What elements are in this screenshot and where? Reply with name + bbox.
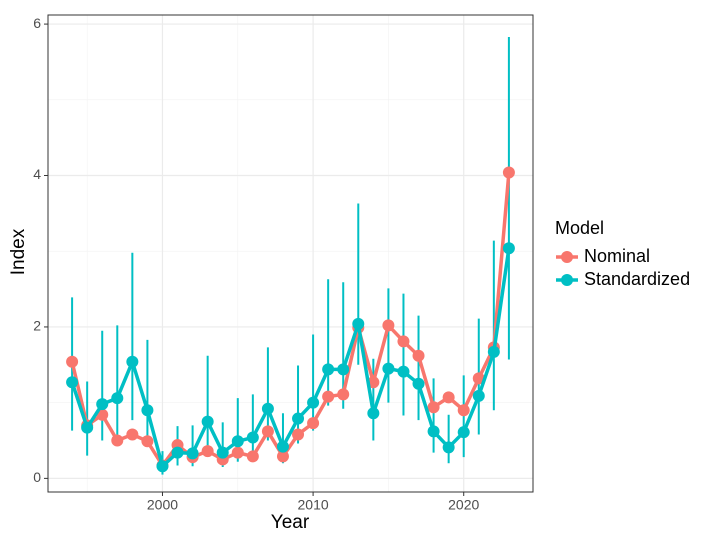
point: [472, 372, 485, 385]
legend-label: Nominal: [584, 246, 650, 266]
point: [397, 335, 410, 348]
point: [322, 390, 335, 403]
point: [412, 377, 425, 390]
point: [66, 376, 79, 389]
point: [216, 446, 229, 459]
x-tick-label: 2000: [147, 497, 178, 513]
legend-title: Model: [555, 218, 604, 238]
y-tick-label: 0: [33, 469, 41, 485]
point: [231, 435, 244, 448]
point: [276, 450, 289, 463]
legend-label: Standardized: [584, 269, 690, 289]
point: [502, 166, 515, 179]
point: [111, 392, 124, 405]
point: [111, 434, 124, 447]
point: [141, 435, 154, 448]
legend-point: [561, 274, 573, 286]
point: [502, 242, 515, 255]
point: [427, 401, 440, 414]
point: [307, 417, 320, 430]
x-tick-label: 2010: [298, 497, 329, 513]
y-tick-label: 2: [33, 318, 41, 334]
point: [201, 415, 214, 428]
point: [322, 363, 335, 376]
point: [457, 404, 470, 417]
point: [352, 317, 365, 330]
point: [457, 426, 470, 439]
point: [201, 445, 214, 458]
y-axis-title: Index: [8, 228, 29, 275]
point: [81, 421, 94, 434]
point: [231, 446, 244, 459]
point: [442, 391, 455, 404]
legend-point: [561, 251, 573, 263]
point: [292, 428, 305, 441]
point: [307, 396, 320, 409]
point: [246, 450, 259, 463]
point: [397, 365, 410, 378]
point: [261, 402, 274, 415]
point: [412, 349, 425, 362]
point: [337, 388, 350, 401]
point: [382, 319, 395, 332]
point: [96, 398, 109, 411]
point: [382, 362, 395, 375]
point: [472, 389, 485, 402]
point: [141, 404, 154, 417]
point: [276, 440, 289, 453]
point: [66, 355, 79, 368]
y-tick-label: 6: [33, 15, 41, 31]
point: [171, 446, 184, 459]
point: [126, 355, 139, 368]
point: [186, 447, 199, 460]
point: [246, 431, 259, 444]
plot-border: [47, 14, 534, 493]
x-axis-title: Year: [271, 512, 310, 533]
point: [261, 425, 274, 438]
point: [442, 441, 455, 454]
point: [487, 345, 500, 358]
y-tick-label: 4: [33, 166, 41, 182]
point: [337, 363, 350, 376]
series-line: [70, 172, 511, 468]
point: [126, 428, 139, 441]
point: [367, 407, 380, 420]
point: [427, 425, 440, 438]
x-tick-label: 2020: [448, 497, 479, 513]
point: [156, 460, 169, 473]
point: [292, 412, 305, 425]
